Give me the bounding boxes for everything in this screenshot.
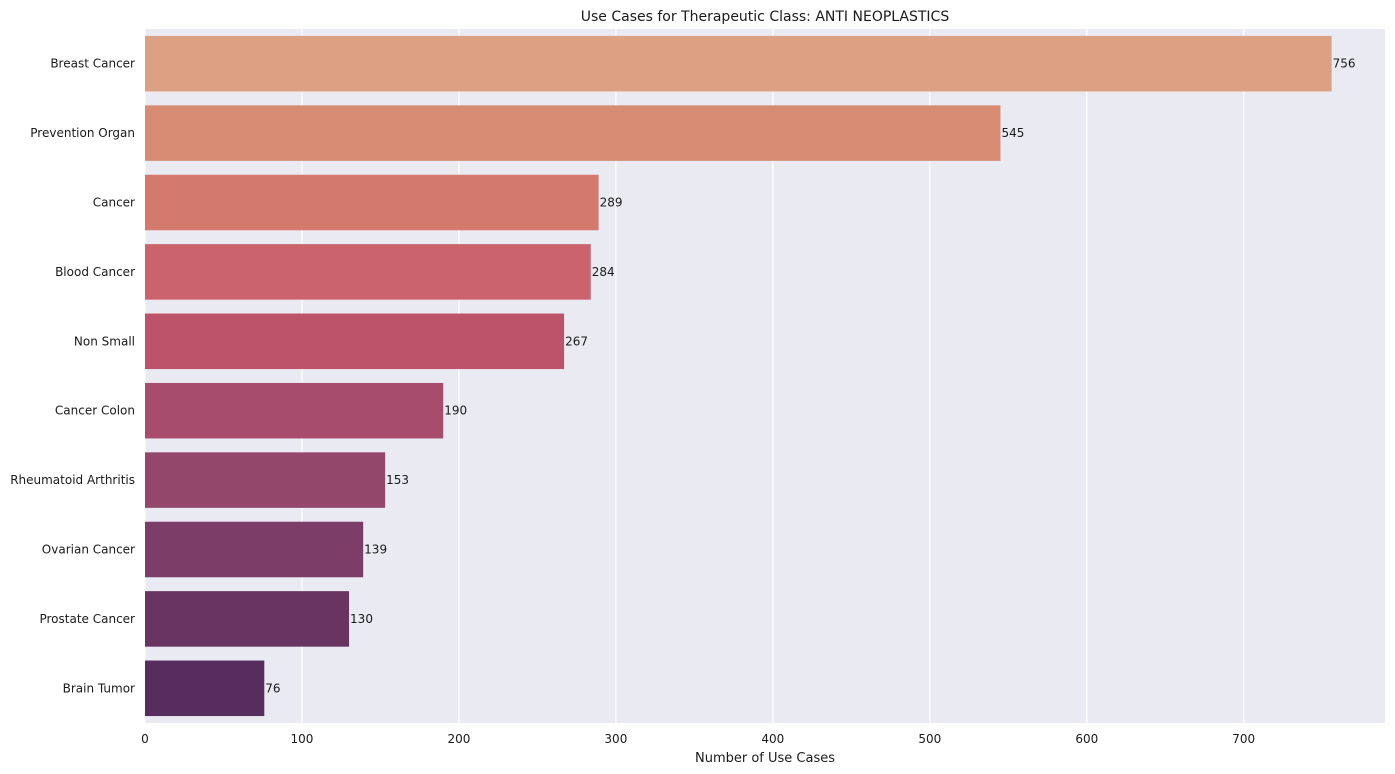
y-tick-label: Blood Cancer bbox=[55, 265, 135, 279]
bar bbox=[145, 660, 265, 717]
data-label: 756 bbox=[1333, 57, 1356, 71]
y-tick-label: Non Small bbox=[74, 334, 135, 348]
data-label: 139 bbox=[364, 543, 387, 557]
bar bbox=[145, 521, 364, 578]
y-tick-label: Cancer Colon bbox=[55, 404, 135, 418]
bar bbox=[145, 591, 350, 647]
y-tick-labels: Breast Cancer Prevention Organ Cancer Blood… bbox=[10, 57, 135, 696]
bars bbox=[145, 35, 1332, 717]
bar bbox=[145, 105, 1001, 161]
x-tick-label: 700 bbox=[1232, 732, 1255, 746]
bar bbox=[145, 452, 386, 508]
data-label: 267 bbox=[565, 334, 588, 348]
x-axis-label: Number of Use Cases bbox=[695, 751, 835, 766]
data-label: 153 bbox=[386, 473, 409, 487]
data-label: 545 bbox=[1001, 126, 1024, 140]
y-tick-label: Prevention Organ bbox=[30, 126, 135, 140]
data-label: 289 bbox=[600, 196, 623, 210]
value-labels: 756 545 289 284 267 190 153 139 130 76 bbox=[265, 57, 1355, 696]
y-tick-label: Rheumatoid Arthritis bbox=[10, 473, 135, 487]
x-tick-label: 300 bbox=[604, 732, 627, 746]
x-tick-labels: 0 100 200 300 400 500 600 700 bbox=[141, 732, 1255, 746]
data-label: 76 bbox=[265, 681, 280, 695]
bar bbox=[145, 244, 591, 300]
data-label: 284 bbox=[592, 265, 615, 279]
y-tick-label: Brain Tumor bbox=[63, 681, 135, 695]
x-tick-label: 500 bbox=[918, 732, 941, 746]
y-tick-label: Ovarian Cancer bbox=[42, 543, 135, 557]
bar bbox=[145, 313, 565, 370]
y-tick-label: Prostate Cancer bbox=[39, 612, 135, 626]
bar bbox=[145, 382, 444, 439]
chart-title: Use Cases for Therapeutic Class: ANTI NE… bbox=[581, 9, 950, 25]
bar bbox=[145, 174, 599, 231]
bar bbox=[145, 35, 1332, 92]
x-tick-label: 400 bbox=[761, 732, 784, 746]
x-tick-label: 200 bbox=[447, 732, 470, 746]
x-tick-label: 600 bbox=[1075, 732, 1098, 746]
y-tick-label: Breast Cancer bbox=[50, 57, 135, 71]
x-tick-label: 0 bbox=[141, 732, 149, 746]
x-tick-label: 100 bbox=[291, 732, 314, 746]
data-label: 190 bbox=[444, 404, 467, 418]
data-label: 130 bbox=[350, 612, 373, 626]
y-tick-label: Cancer bbox=[93, 196, 135, 210]
